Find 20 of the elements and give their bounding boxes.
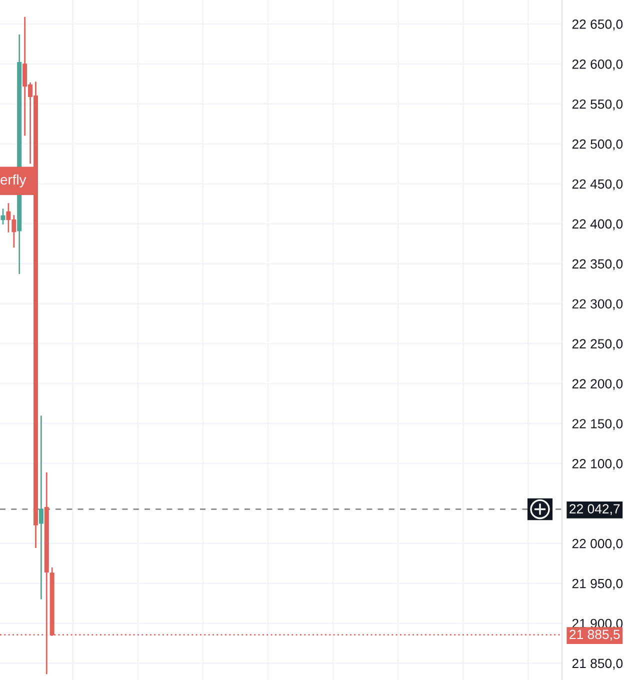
y-tick-label: 21 950,0 (572, 578, 623, 590)
candlestick (38, 416, 44, 600)
y-tick-label: 22 100,0 (572, 459, 623, 470)
ref-line-label: 21 885,5 (570, 630, 620, 641)
y-tick-label: 22 200,0 (572, 379, 623, 390)
annotation: erfly (0, 174, 26, 188)
candlestick (0, 208, 6, 224)
ref-line-label: 22 042,7 (570, 504, 620, 516)
y-tick-label: 22 400,0 (572, 219, 623, 230)
y-tick-label: 22 600,0 (572, 59, 623, 70)
y-tick-label: 22 250,0 (572, 339, 623, 350)
y-tick-label: 22 350,0 (572, 259, 623, 270)
y-tick-label: 22 150,0 (572, 419, 623, 430)
y-tick-label: 22 300,0 (572, 299, 623, 310)
y-tick-label: 22 450,0 (572, 179, 623, 190)
y-tick-label: 22 000,0 (572, 538, 623, 550)
y-tick-label: 22 650,0 (572, 20, 623, 30)
y-tick-label: 22 500,0 (572, 139, 623, 150)
y-tick-label: 22 550,0 (572, 99, 623, 110)
y-tick-label: 21 850,0 (572, 658, 623, 670)
